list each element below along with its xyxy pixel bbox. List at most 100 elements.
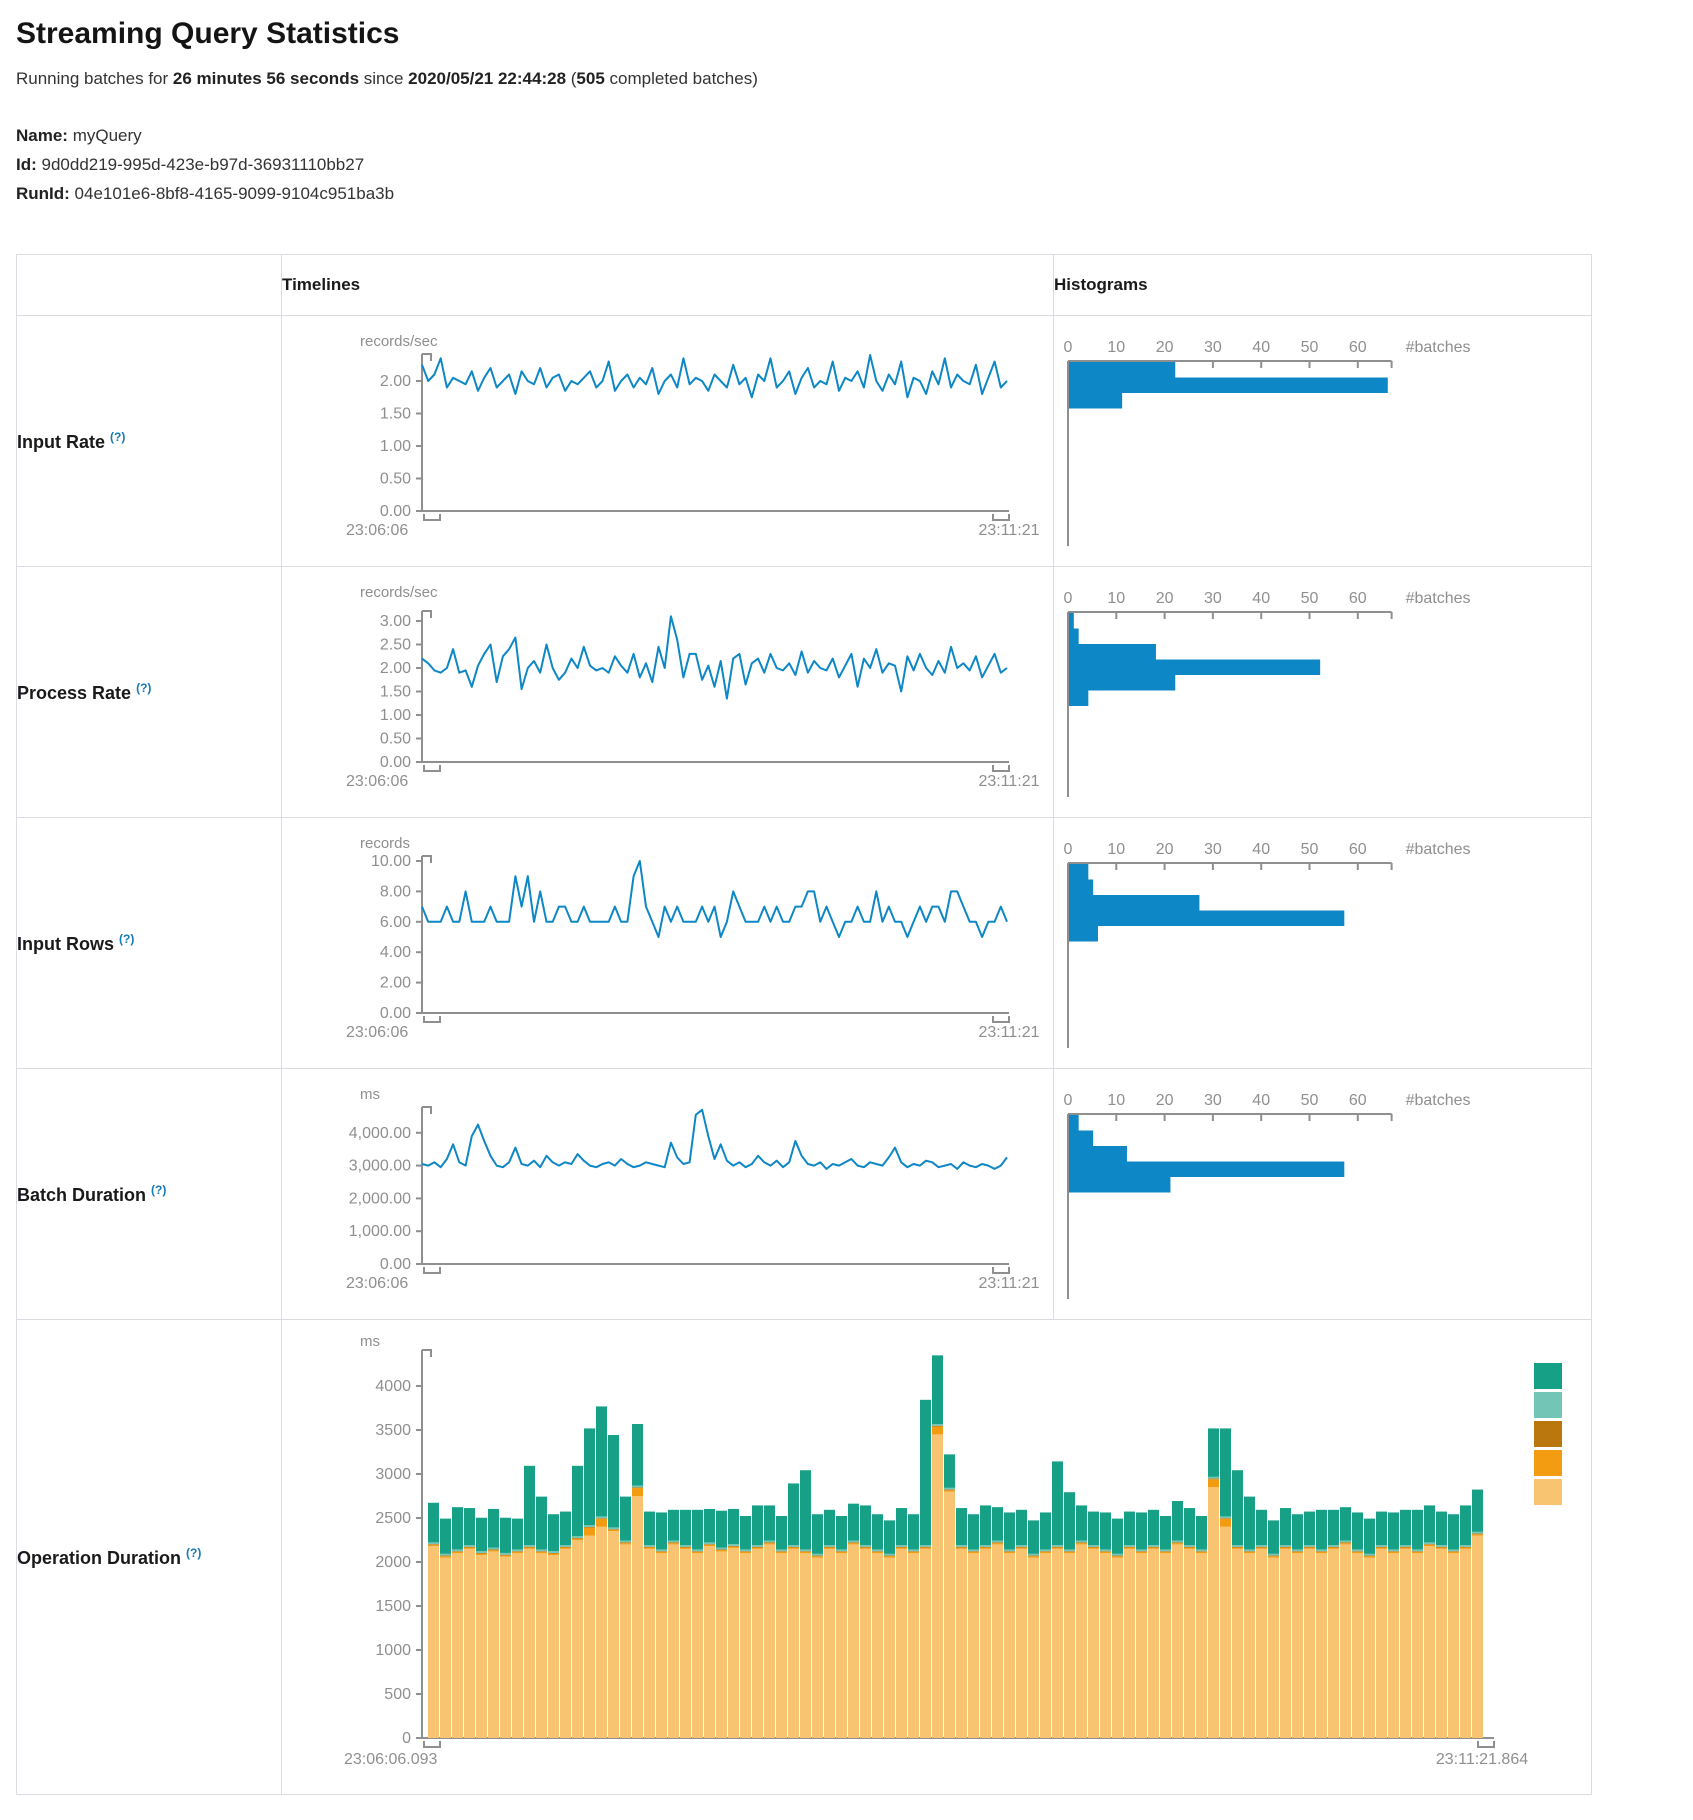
row-label-batch-duration: Batch Duration (?)	[16, 1068, 282, 1320]
help-link-operation-duration[interactable]: (?)	[186, 1545, 202, 1560]
svg-text:8.00: 8.00	[380, 883, 411, 900]
table-row-batch-duration: Batch Duration (?) ms 4,000.00 3,000.00 2,0…	[16, 1068, 1592, 1320]
metric-label: Input Rows	[17, 933, 114, 954]
svg-text:0.00: 0.00	[380, 754, 411, 771]
svg-text:60: 60	[1349, 1092, 1367, 1109]
svg-text:23:11:21: 23:11:21	[978, 1275, 1039, 1292]
batch-duration-timeline-chart: ms 4,000.00 3,000.00 2,000.00 1,000.00 0.00 23…	[282, 1069, 1053, 1319]
operation-duration-stacked-chart: ms 4000 3500 3000 2500 2000 1500 1000 500 0 23:06:…	[282, 1320, 1591, 1794]
svg-text:3000: 3000	[375, 1466, 411, 1483]
svg-text:30: 30	[1204, 1092, 1222, 1109]
summary-duration: 26 minutes 56 seconds	[172, 69, 360, 88]
svg-text:20: 20	[1156, 590, 1174, 607]
help-link-process-rate[interactable]: (?)	[136, 680, 152, 695]
svg-text:records/sec: records/sec	[360, 333, 438, 350]
table-row-input-rate: Input Rate (?) records/sec 2.00 1.50 1.00 0.…	[16, 315, 1592, 567]
help-link-input-rows[interactable]: (?)	[119, 931, 135, 946]
svg-text:4.00: 4.00	[380, 944, 411, 961]
svg-text:1.00: 1.00	[380, 438, 411, 455]
svg-text:50: 50	[1301, 339, 1319, 356]
svg-text:0.50: 0.50	[380, 731, 411, 748]
statistics-table: Timelines Histograms Input Rate (?) reco…	[16, 254, 1592, 1795]
svg-text:1000: 1000	[375, 1642, 411, 1659]
svg-text:1.50: 1.50	[380, 406, 411, 423]
timelines-header: Timelines	[281, 254, 1054, 316]
running-batches-summary: Running batches for 26 minutes 56 second…	[16, 69, 1693, 89]
row-label-input-rows: Input Rows (?)	[16, 817, 282, 1069]
table-header-row: Timelines Histograms	[16, 254, 1592, 316]
input-rate-timeline-chart: records/sec 2.00 1.50 1.00 0.50 0.00 23:06:06 2…	[282, 316, 1053, 566]
query-id-value: 9d0dd219-995d-423e-b97d-36931110bb27	[36, 155, 365, 174]
table-row-process-rate: Process Rate (?) records/sec 3.00 2.50 2.00…	[16, 566, 1592, 818]
svg-text:50: 50	[1301, 1092, 1319, 1109]
svg-text:40: 40	[1252, 590, 1270, 607]
svg-text:0: 0	[1064, 339, 1073, 356]
svg-text:60: 60	[1349, 841, 1367, 858]
svg-text:0: 0	[402, 1730, 411, 1747]
row-label-process-rate: Process Rate (?)	[16, 566, 282, 818]
query-runid-label: RunId:	[16, 184, 70, 203]
svg-text:10: 10	[1107, 841, 1125, 858]
svg-text:23:11:21: 23:11:21	[978, 522, 1039, 539]
svg-text:40: 40	[1252, 841, 1270, 858]
summary-paren: (	[566, 69, 577, 88]
svg-text:2.50: 2.50	[380, 637, 411, 654]
svg-text:0.00: 0.00	[380, 503, 411, 520]
svg-text:10: 10	[1107, 590, 1125, 607]
row-label-input-rate: Input Rate (?)	[16, 315, 282, 567]
query-name-value: myQuery	[67, 126, 142, 145]
svg-text:20: 20	[1156, 1092, 1174, 1109]
svg-text:10.00: 10.00	[371, 853, 411, 870]
svg-text:ms: ms	[360, 1086, 380, 1103]
svg-text:2.00: 2.00	[380, 660, 411, 677]
input-rows-timeline-chart: records 10.00 8.00 6.00 4.00 2.00 0.00 23:06:06…	[282, 818, 1053, 1068]
summary-middle: since	[359, 69, 409, 88]
table-row-operation-duration: Operation Duration (?) ms 4000 3500 3000 250…	[16, 1319, 1592, 1795]
svg-text:2,000.00: 2,000.00	[349, 1190, 411, 1207]
summary-suffix: completed batches)	[604, 69, 758, 88]
svg-text:1,000.00: 1,000.00	[349, 1223, 411, 1240]
page-title: Streaming Query Statistics	[16, 17, 400, 50]
svg-text:1.50: 1.50	[380, 684, 411, 701]
summary-since-timestamp: 2020/05/21 22:44:28	[408, 69, 567, 88]
svg-text:500: 500	[384, 1686, 411, 1703]
batch-duration-histogram-chart: 0 10 20 30 40 50 60 #batches	[1054, 1069, 1591, 1319]
summary-prefix: Running batches for	[16, 69, 173, 88]
svg-text:2500: 2500	[375, 1510, 411, 1527]
metric-label: Input Rate	[17, 431, 105, 452]
svg-text:23:06:06: 23:06:06	[346, 1024, 408, 1041]
svg-text:0: 0	[1064, 1092, 1073, 1109]
query-id-line: Id: 9d0dd219-995d-423e-b97d-36931110bb27	[16, 150, 1693, 179]
svg-text:records/sec: records/sec	[360, 584, 438, 601]
svg-text:30: 30	[1204, 590, 1222, 607]
row-label-operation-duration: Operation Duration (?)	[16, 1319, 282, 1795]
svg-text:4,000.00: 4,000.00	[349, 1125, 411, 1142]
help-link-batch-duration[interactable]: (?)	[151, 1182, 167, 1197]
svg-text:#batches: #batches	[1406, 1092, 1471, 1109]
svg-text:0.50: 0.50	[380, 471, 411, 488]
svg-text:23:11:21: 23:11:21	[978, 773, 1039, 790]
svg-text:23:06:06: 23:06:06	[346, 1275, 408, 1292]
query-runid-line: RunId: 04e101e6-8bf8-4165-9099-9104c951b…	[16, 179, 1693, 208]
svg-text:60: 60	[1349, 339, 1367, 356]
svg-text:50: 50	[1301, 590, 1319, 607]
query-name-line: Name: myQuery	[16, 121, 1693, 150]
svg-text:30: 30	[1204, 339, 1222, 356]
svg-text:20: 20	[1156, 339, 1174, 356]
process-rate-timeline-chart: records/sec 3.00 2.50 2.00 1.50 1.00 0.50 0.00 2…	[282, 567, 1053, 817]
svg-text:30: 30	[1204, 841, 1222, 858]
input-rate-histogram-chart: 0 10 20 30 40 50 60 #batches	[1054, 316, 1591, 566]
svg-text:40: 40	[1252, 1092, 1270, 1109]
svg-text:4000: 4000	[375, 1378, 411, 1395]
svg-text:23:06:06.093: 23:06:06.093	[344, 1751, 438, 1768]
svg-text:1.00: 1.00	[380, 707, 411, 724]
svg-text:0: 0	[1064, 841, 1073, 858]
query-meta-block: Name: myQuery Id: 9d0dd219-995d-423e-b97…	[16, 121, 1693, 208]
svg-text:0.00: 0.00	[380, 1005, 411, 1022]
svg-text:10: 10	[1107, 1092, 1125, 1109]
svg-text:0.00: 0.00	[380, 1256, 411, 1273]
svg-text:60: 60	[1349, 590, 1367, 607]
help-link-input-rate[interactable]: (?)	[110, 429, 126, 444]
summary-completed-count: 505	[576, 69, 605, 88]
